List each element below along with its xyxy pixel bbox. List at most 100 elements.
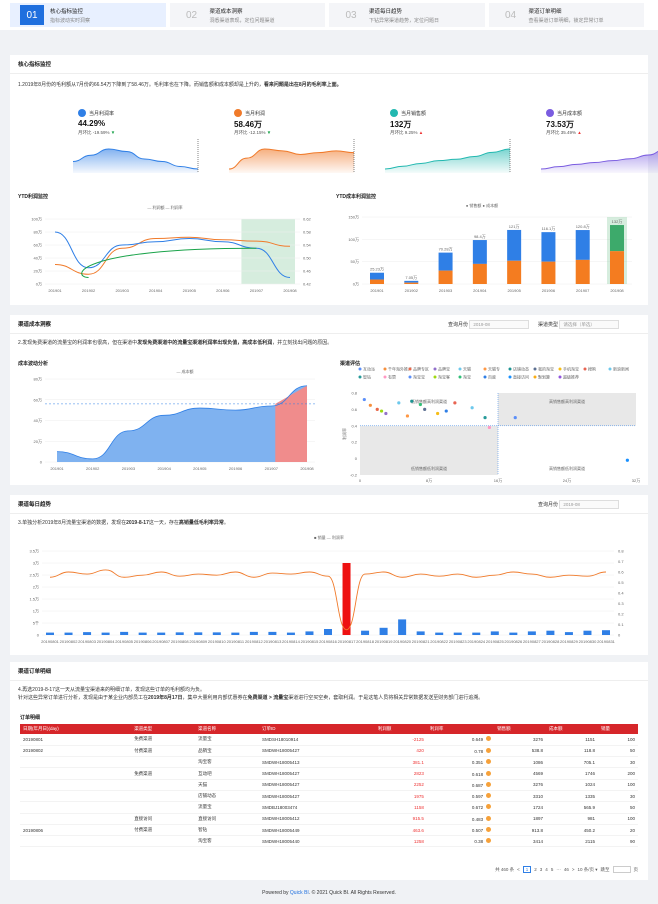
y-tick: 0.4	[351, 423, 357, 428]
step-number: 01	[20, 5, 44, 25]
sparkline-line	[228, 148, 355, 170]
y2-tick: 0.2	[618, 612, 624, 617]
y-tick: 40万	[34, 256, 42, 261]
kpi-compare: 月环比 35.49% ▲	[546, 130, 582, 136]
table-header[interactable]: 利润额	[374, 724, 427, 734]
page-2[interactable]: 2	[534, 867, 537, 872]
table-row[interactable]: 流量宝 SMDBJ18003474 1158 0.672 1724 565.9 50	[20, 801, 638, 814]
kpi-card: 当月成本额 73.53万 月环比 35.49% ▲	[536, 107, 658, 177]
x-tick: 20190803	[78, 639, 97, 644]
scatter-point	[375, 407, 379, 411]
desc-text: 2.发现免费渠道的流量宝的利润率也很高，但在渠道中	[18, 340, 138, 346]
step-1[interactable]: 01 核心指标监控 指标波动实时洞察	[10, 3, 166, 27]
kpi-label: 当月利润率	[89, 111, 115, 117]
table-cell: 100	[597, 734, 638, 746]
table-header[interactable]: 渠道类型	[131, 724, 196, 734]
table-cell	[20, 756, 132, 769]
page-5[interactable]: 5	[550, 867, 554, 872]
page-46[interactable]: 46	[563, 867, 569, 872]
table-row[interactable]: 天猫 SMDWH18005427 2252 0.687 3276 1024 100	[20, 779, 638, 791]
desc-highlight: 高销量低毛利率异常	[178, 520, 224, 526]
bar-cost	[438, 270, 453, 284]
y-tick: 100万	[31, 217, 42, 222]
kpi-label: 当月销售额	[401, 111, 427, 117]
brand-link[interactable]: Quick BI	[289, 890, 309, 896]
y-tick: 0.2	[351, 440, 357, 445]
page-3[interactable]: 3	[539, 867, 543, 872]
table-cell: 20190802	[20, 745, 132, 758]
next-page[interactable]: >	[571, 867, 575, 872]
footer-text: . © 2021 Quick BI. All Rights Reserved.	[308, 890, 396, 896]
table-header[interactable]: 渠道名称	[195, 724, 259, 734]
x-tick: 20190818	[356, 639, 375, 644]
rate-dot-icon	[486, 759, 492, 765]
x-tick: 20190830	[579, 639, 598, 644]
step-3[interactable]: 03 渠道每日趋势 下钻异常渠道趋势，定位问题日	[329, 3, 485, 27]
table-row[interactable]: 免费渠道 互动吧 SMDWH18005427 2823 0.618 4569 1746 200	[20, 767, 638, 780]
query-month-filter[interactable]: 查询月份 2019-08	[538, 500, 620, 509]
table-header[interactable]: 销售额	[494, 724, 547, 734]
x-tick: 0	[359, 478, 362, 483]
page-1[interactable]: 1	[522, 866, 532, 873]
table-header[interactable]: 日期(年月日)(day)	[20, 724, 132, 734]
legend-dot	[408, 375, 412, 379]
table-header[interactable]: 销量	[597, 724, 638, 734]
desc-text: 渠道进行空买空卖，套取利润。于是这笔人员将相关异常数据发送至财务部门进行追溯。	[288, 695, 484, 701]
table-header[interactable]: 订单ID	[259, 724, 375, 734]
table-row[interactable]: 淘宝客 SMDWH18005440 1258 0.38 3414 2115 90	[20, 835, 638, 848]
table-row[interactable]: 20190801 免费渠道 流量宝 SMDSH18010914 -2125 0.649 32…	[20, 734, 638, 746]
x-tick: 20190814	[282, 639, 301, 644]
query-month-filter[interactable]: 查询月份 2019-08	[448, 320, 530, 329]
table-cell: 直接访问	[195, 813, 259, 825]
table-cell: 1151	[546, 734, 598, 746]
x-tick: 201903	[122, 466, 136, 471]
table-cell: 0.351	[426, 756, 495, 769]
page-···[interactable]: ···	[556, 867, 561, 872]
table-cell: 付费渠道	[131, 745, 196, 758]
legend-dot	[458, 367, 462, 371]
x-tick: 20190816	[319, 639, 338, 644]
legend-dot	[483, 375, 487, 379]
prev-page[interactable]: <	[517, 867, 520, 872]
cost-fluctuation-chart: — 成本额 0 20万 40万 60万 80万 201901 201902 201903 2019…	[34, 368, 315, 471]
page-size-select[interactable]: 10 条/页 ▾	[577, 867, 598, 872]
page-4[interactable]: 4	[545, 867, 548, 872]
table-header[interactable]: 利润率	[426, 724, 495, 734]
table-row[interactable]: 20190806 付费渠道 智钻 SMDWH18005449 463.6 0.507 913…	[20, 824, 638, 837]
table-cell: 381.1	[374, 756, 427, 769]
month-select[interactable]: 2019-08	[559, 500, 620, 509]
table-cell	[131, 835, 196, 848]
table-row[interactable]: 店铺动态 SMDWH18005427 1975 0.597 3310 1335 30	[20, 790, 638, 803]
x-tick: 20190810	[208, 639, 227, 644]
kpi-value: 132万	[390, 120, 412, 129]
jump-input[interactable]	[612, 866, 631, 874]
table-cell: 1158	[374, 801, 427, 814]
step-number: 02	[185, 9, 198, 21]
kpi-compare: 月环比 -12.15% ▼	[234, 130, 271, 136]
legend-label: 淘宝	[463, 374, 471, 380]
table-row[interactable]: 直接访问 直接访问 SMDWH18005412 915.5 0.483 1897 981 10…	[20, 813, 638, 825]
kpi-sparkline	[384, 139, 511, 173]
channel-type-filter[interactable]: 渠道类型 请选择（单选）	[538, 320, 620, 329]
legend-dot	[608, 367, 612, 371]
x-tick: 201901	[370, 288, 384, 293]
channel-cost-panel: 渠道成本洞察 查询月份 2019-08 渠道类型 请选择（单选） 2.发现免费渠…	[10, 315, 648, 485]
daily-trend-panel: 渠道每日趋势 查询月份 2019-08 3.单独分析2019年8月流量宝渠道的数…	[10, 495, 648, 655]
bar-sales	[157, 632, 166, 635]
y-tick: 40万	[34, 418, 42, 423]
step-2[interactable]: 02 渠道成本洞察 洞悉渠道表现，定位问题渠道	[169, 3, 325, 27]
legend-label: 天猫	[463, 366, 471, 372]
table-header[interactable]: 成本额	[546, 724, 598, 734]
table-cell: SMDWH18005449	[259, 824, 375, 837]
bar-sales	[404, 280, 419, 283]
step-navigation: 01 核心指标监控 指标波动实时洞察 02 渠道成本洞察 洞悉渠道表现，定位问题渠道 03 渠…	[0, 0, 658, 30]
scatter-point	[470, 406, 474, 410]
month-select[interactable]: 2019-08	[469, 320, 530, 329]
table-cell	[131, 779, 196, 791]
table-row[interactable]: 20190802 付费渠道 品销宝 SMDWH18005427 420 0.78 538.8…	[20, 745, 638, 758]
legend: ● 销售额 ● 成本额	[466, 202, 498, 208]
type-select[interactable]: 请选择（单选）	[559, 320, 620, 329]
kpi-value: 58.46万	[234, 120, 263, 129]
table-row[interactable]: 淘宝客 SMDWH18005413 381.1 0.351 1086 705.1 30	[20, 756, 638, 769]
step-4[interactable]: 04 渠道订单明细 查看渠道订单明细，锁定异常订单	[488, 3, 644, 27]
